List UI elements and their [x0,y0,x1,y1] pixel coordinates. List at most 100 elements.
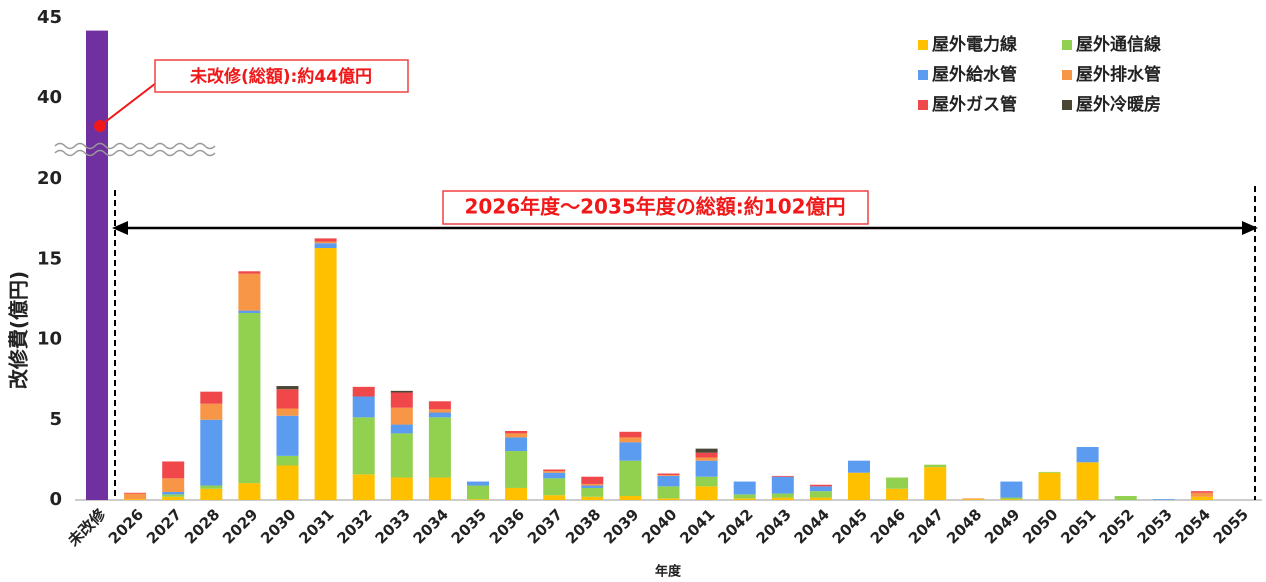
bar-segment [428,417,451,478]
bar-segment [809,491,832,498]
bar-segment [390,477,413,500]
bar-segment [657,486,680,499]
bar-segment [1038,471,1061,473]
y-tick-label: 0 [49,489,62,510]
bar-segment [695,452,718,458]
bar-segment [162,494,185,497]
bar-segment [162,491,185,495]
bar-segment [543,472,566,479]
bar-segment [809,497,832,500]
bar-segment [200,391,223,404]
bar-segment [543,495,566,500]
bar-segment [657,473,680,476]
bar-segment [771,497,794,500]
bar-segment [1190,496,1213,500]
bar-segment [581,476,604,484]
legend-swatch [1062,40,1072,50]
bar-segment [276,408,299,416]
axis-break [54,142,216,157]
bar-segment [543,471,566,473]
bar-segment [314,241,337,244]
bar-segment [428,409,451,413]
bar-segment [314,243,337,249]
y-axis-label: 改修費(億円) [7,271,31,389]
bar-segment [238,310,261,314]
bar-segment [771,475,794,477]
bar-segment [428,401,451,410]
bar-segment [733,498,756,500]
bar-segment [200,403,223,420]
bar-segment [276,389,299,409]
legend-label: 屋外給水管 [932,64,1017,85]
bar-segment [619,442,642,461]
bar-segment [505,437,528,452]
bar-segment [238,313,261,484]
bar-segment [1190,491,1213,493]
bar-segment [809,484,832,487]
bar-segment [962,498,985,500]
legend-label: 屋外通信線 [1076,34,1161,55]
bar-segment [962,499,985,500]
bar-segment [86,30,108,501]
bar-segment [200,485,223,489]
bar-segment [695,476,718,487]
bar-segment [276,415,299,456]
bar-segment [695,448,718,453]
legend-swatch [1062,100,1072,110]
legend-swatch [918,40,928,50]
bar-segment [543,478,566,496]
bar-segment [390,424,413,434]
bar-segment [733,494,756,499]
bar-segment [809,486,832,492]
bar-segment [276,465,299,500]
bar-segment [695,460,718,477]
bar-segment [467,499,489,500]
bar-segment [390,433,413,478]
bar-segment [1000,497,1023,500]
bar-segment [657,498,680,500]
bar-segment [352,386,375,397]
bar-segment [581,485,604,488]
y-tick-label: 40 [37,87,62,108]
bar-segment [657,475,680,487]
bar-segment [390,392,413,408]
bar-segment [352,417,375,475]
bar-segment [428,477,451,500]
bar-segment [467,481,489,486]
bar-segment [428,412,451,418]
bar-segment [1076,447,1099,463]
bar-segment [924,467,947,500]
bar-segment [162,478,185,492]
bar-segment [1000,481,1023,498]
bar-segment [657,475,680,476]
bar-segment [1038,472,1061,500]
y-tick-label: 10 [37,329,62,350]
bar-segment [619,460,642,496]
bar-segment [390,390,413,393]
bar-segment [771,476,794,494]
bar-segment [886,477,909,489]
bar-segment [1152,499,1175,500]
y-tick-label: 45 [37,7,62,28]
legend-swatch [1062,70,1072,80]
callout-line [99,79,161,127]
bar-segment [886,488,909,500]
bar-segment [581,483,604,486]
annotation: 2026年度～2035年度の総額:約102億円 [464,195,845,219]
y-tick-label: 5 [49,409,62,430]
callout-dot [94,120,106,132]
legend-label: 屋外電力線 [932,34,1017,55]
x-axis-label: 年度 [655,564,682,580]
bar-segment [1190,492,1213,497]
bar-segment [467,485,489,500]
bar-segment [352,396,375,418]
bar-segment [124,499,147,500]
bar-segment [619,437,642,443]
bar-segment [238,271,261,274]
bar-segment [124,493,147,500]
legend-swatch [918,70,928,80]
bar-segment [619,495,642,500]
bar-segment [390,407,413,425]
bar-segment [619,431,642,438]
